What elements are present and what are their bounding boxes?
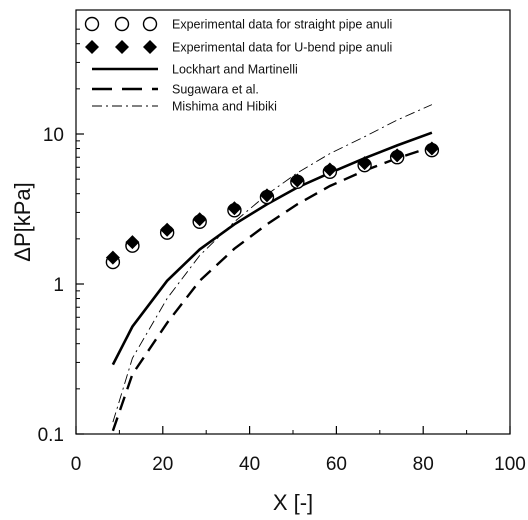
x-tick-label: 80 [413,454,434,475]
series-layer [111,104,433,432]
marker-layer [105,141,440,270]
y-axis: 0.1 1 10 [38,28,84,446]
data-point-diamond [160,222,175,237]
legend: Experimental data for straight pipe anul… [84,16,392,114]
data-point-diamond [290,173,305,188]
x-tick-label: 100 [494,454,526,475]
legend-marker-circle [114,16,130,32]
data-point-diamond [424,141,439,156]
data-point-diamond [105,250,120,265]
x-tick-label: 40 [239,454,260,475]
legend-marker-diamond [143,40,157,54]
y-tick-label: 10 [43,125,64,146]
legend-marker-diamond [85,40,99,54]
data-point-diamond [192,212,207,227]
data-point-diamond [390,148,405,163]
legend-label: Lockhart and Martinelli [172,63,298,77]
legend-marker-circle [84,16,100,32]
legend-marker-diamond [115,40,129,54]
data-point-diamond [322,162,337,177]
data-point-diamond [125,235,140,250]
x-axis: 0 20 40 60 80 100 [71,426,526,475]
legend-label: Mishima and Hibiki [172,100,277,114]
data-point-diamond [227,201,242,216]
y-axis-title: ΔP[kPa] [10,182,35,262]
y-tick-label: 1 [53,275,64,296]
legend-label: Experimental data for straight pipe anul… [172,18,392,32]
series-line-solid [111,131,433,366]
x-tick-label: 0 [71,454,82,475]
x-axis-title: X [-] [273,490,313,515]
series-line-dashed [111,145,433,432]
legend-marker-circle [142,16,158,32]
data-point-diamond [259,188,274,203]
legend-label: Sugawara et al. [172,83,259,97]
x-tick-label: 60 [326,454,347,475]
y-tick-label: 0.1 [38,425,64,446]
data-point-diamond [357,156,372,171]
legend-label: Experimental data for U-bend pipe anuli [172,41,392,55]
x-tick-label: 20 [152,454,173,475]
series-line-dash-dot [112,104,433,423]
